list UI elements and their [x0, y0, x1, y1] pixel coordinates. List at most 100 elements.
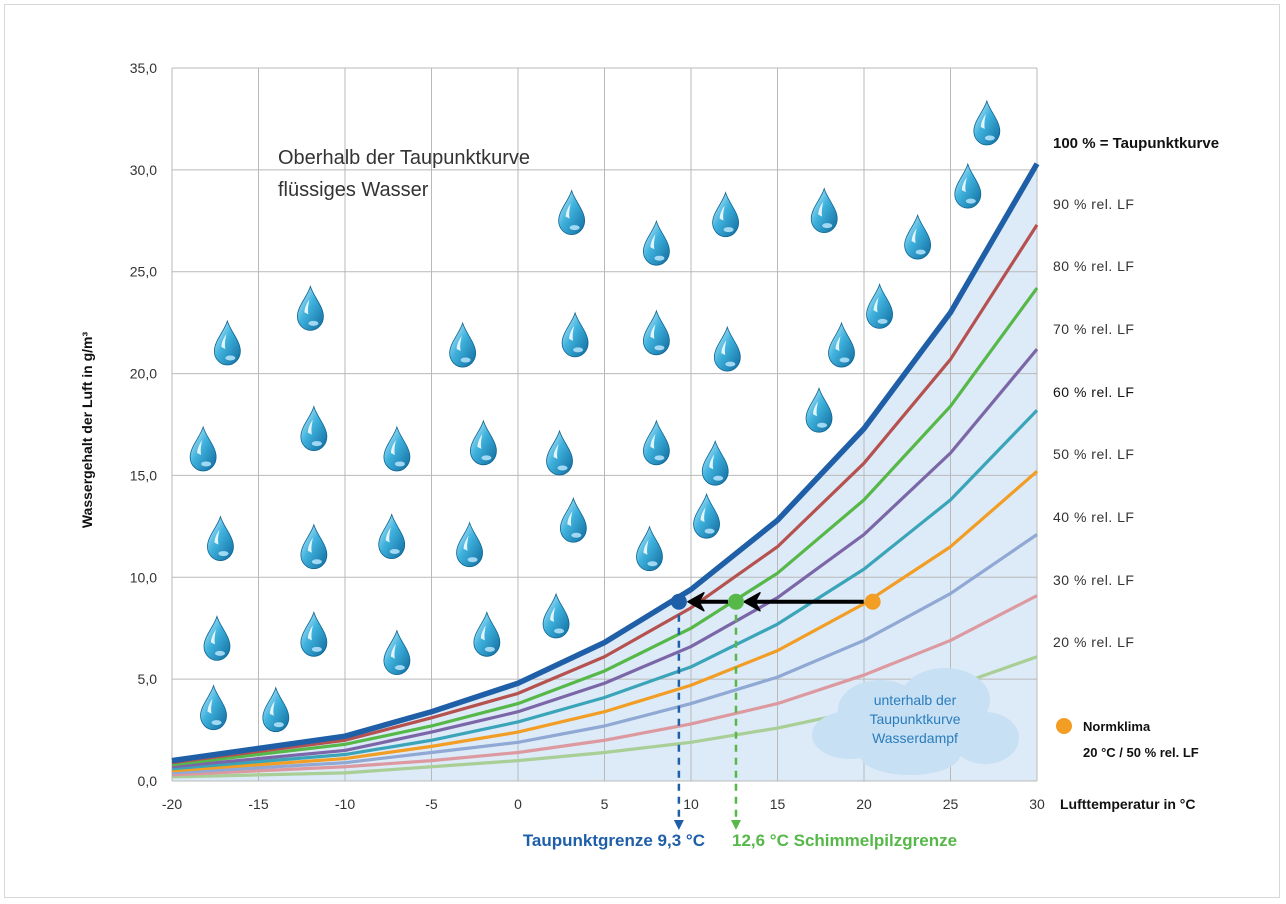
legend-70: 70 % rel. LF	[1053, 321, 1134, 337]
x-tick-label: 10	[683, 796, 699, 812]
water-drop-icon	[300, 405, 328, 451]
x-tick-label: -20	[162, 796, 182, 812]
water-drop-icon	[713, 325, 741, 372]
y-tick-label: 35,0	[130, 60, 157, 76]
cloud-text-2: Taupunktkurve	[869, 711, 960, 727]
water-drop-icon	[636, 525, 663, 572]
series-line	[171, 533, 1038, 775]
y-tick-label: 25,0	[130, 264, 157, 280]
grid	[171, 67, 1038, 782]
legend-30: 30 % rel. LF	[1053, 572, 1134, 588]
y-tick-label: 0,0	[138, 773, 158, 789]
y-tick-label: 15,0	[130, 467, 157, 483]
markers	[670, 591, 881, 830]
marker-dot	[670, 593, 687, 610]
normklima-value: 20 °C / 50 % rel. LF	[1083, 745, 1199, 760]
x-tick-label: -5	[425, 796, 438, 812]
water-drop-icon	[449, 321, 477, 368]
x-tick-label: 25	[943, 796, 959, 812]
legend-80: 80 % rel. LF	[1053, 258, 1134, 274]
water-drop-icon	[558, 189, 586, 236]
water-drop-icon	[693, 492, 720, 539]
series-line	[171, 409, 1039, 771]
water-drop-icon	[300, 610, 328, 657]
series-line	[171, 223, 1039, 765]
water-drop-icon	[213, 319, 241, 366]
water-drop-icon	[561, 311, 589, 358]
water-drop-icon	[643, 419, 670, 466]
water-drop-icon	[383, 425, 411, 472]
water-drop-icon	[805, 386, 833, 433]
water-drop-icon	[954, 162, 982, 209]
water-drop-icon	[546, 429, 573, 476]
tick-labels: -20 -15 -10 -5 0 5 10 15 20 25 30 0,0 5,0 10,0 15,0 20,…	[130, 60, 1045, 812]
water-drop-icon	[712, 191, 739, 238]
mold-limit-label: 12,6 °C Schimmelpilzgrenze	[732, 831, 957, 850]
legend-90: 90 % rel. LF	[1053, 196, 1134, 212]
water-drop-icon	[296, 284, 324, 331]
cloud-text-3: Wasserdampf	[872, 730, 958, 746]
x-tick-label: 20	[856, 796, 872, 812]
x-tick-label: -15	[248, 796, 268, 812]
arrow-head	[743, 591, 761, 612]
water-drop-icon	[456, 521, 483, 568]
series-lines	[171, 162, 1040, 779]
water-drop-icon	[200, 684, 227, 731]
x-tick-label: -10	[335, 796, 355, 812]
water-drop-icon	[300, 523, 328, 570]
series-line	[171, 348, 1039, 769]
water-drop-icon	[828, 321, 855, 368]
y-tick-label: 5,0	[138, 671, 158, 687]
legend-100: 100 % = Taupunktkurve	[1053, 135, 1219, 152]
x-tick-label: 30	[1029, 796, 1045, 812]
water-drop-icon	[469, 419, 497, 466]
marker-dot	[864, 593, 881, 610]
water-drop-icon	[473, 610, 501, 657]
water-drop-icon	[643, 219, 670, 266]
mold-arrowhead	[730, 820, 741, 830]
x-tick-label: 0	[514, 796, 522, 812]
water-drop-icon	[262, 686, 290, 733]
water-drop-icon	[207, 515, 234, 561]
cloud-text-1: unterhalb der	[874, 692, 957, 708]
above-text-1: Oberhalb der Taupunktkurve	[278, 147, 530, 169]
water-drops	[189, 99, 1001, 733]
water-drop-icon	[189, 425, 217, 472]
series-line	[171, 594, 1038, 777]
water-drop-icon	[973, 99, 1001, 146]
legend-40: 40 % rel. LF	[1053, 509, 1134, 525]
chart-frame	[4, 4, 1280, 898]
water-drop-icon	[542, 592, 570, 639]
x-axis-label: Lufttemperatur in °C	[1060, 796, 1196, 812]
legend-20: 20 % rel. LF	[1053, 634, 1134, 650]
water-drop-icon	[383, 629, 411, 676]
series-line	[171, 470, 1039, 773]
normklima-title: Normklima	[1083, 719, 1151, 734]
water-drop-icon	[643, 309, 670, 356]
marker-dot	[727, 593, 744, 610]
legend-50: 50 % rel. LF	[1053, 446, 1134, 462]
dew-limit-label: Taupunktgrenze 9,3 °C	[523, 831, 705, 850]
above-text-2: flüssiges Wasser	[278, 179, 429, 201]
water-drop-icon	[810, 187, 838, 234]
water-drop-icon	[904, 213, 932, 260]
legend-60: 60 % rel. LF	[1053, 384, 1134, 400]
water-drop-icon	[559, 496, 587, 543]
water-drop-icon	[378, 513, 406, 559]
x-tick-label: 5	[601, 796, 609, 812]
arrow-head	[687, 591, 705, 612]
normklima-legend-dot	[1056, 718, 1072, 734]
y-axis-label: Wassergehalt der Luft in g/m³	[79, 332, 95, 529]
water-drop-icon	[866, 282, 893, 329]
water-drop-icon	[203, 615, 231, 661]
x-tick-label: 15	[770, 796, 786, 812]
cloud-icon	[812, 668, 1019, 775]
water-drop-icon	[701, 439, 729, 486]
y-tick-label: 30,0	[130, 162, 157, 178]
series-line	[171, 287, 1039, 767]
y-tick-label: 10,0	[130, 569, 157, 585]
series-line	[171, 162, 1040, 764]
y-tick-label: 20,0	[130, 366, 157, 382]
dew-arrowhead	[673, 820, 684, 830]
